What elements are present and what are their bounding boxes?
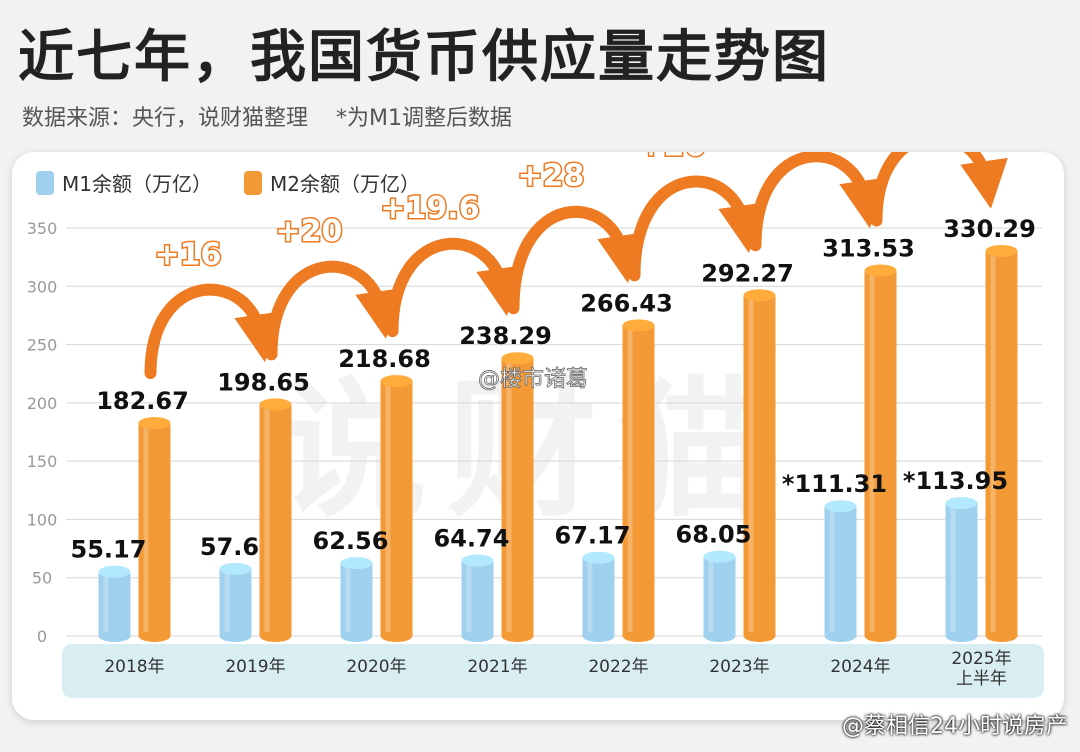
data-label-m1: *113.95 xyxy=(903,467,1008,495)
bar-m1 xyxy=(582,551,615,642)
legend-swatch-m1 xyxy=(36,170,54,195)
bar-m2 xyxy=(864,264,897,642)
x-tick-label: 2018年 xyxy=(104,657,164,677)
data-label-m1: 68.05 xyxy=(676,521,752,549)
growth-annotation: +28 xyxy=(518,158,585,193)
x-tick-label: 2019年 xyxy=(225,657,285,677)
bar-m1 xyxy=(219,562,252,642)
x-axis-band xyxy=(62,644,1044,698)
data-label-m2: 198.65 xyxy=(217,368,310,396)
chart-title: 近七年，我国货币供应量走势图 xyxy=(18,25,830,90)
data-label-m2: 313.53 xyxy=(822,235,915,263)
y-tick-label: 250 xyxy=(27,336,58,355)
x-tick-label: 2022年 xyxy=(588,657,648,677)
legend-item-m1: M1余额（万亿） xyxy=(36,168,212,197)
bar-m2 xyxy=(259,398,292,642)
bar-m2 xyxy=(138,417,171,642)
y-tick-label: 150 xyxy=(27,452,58,471)
chart-subtitle: 数据来源：央行，说财猫整理 *为M1调整后数据 xyxy=(22,100,512,132)
growth-arrow xyxy=(507,205,645,315)
y-tick-label: 350 xyxy=(27,219,58,238)
data-label-m1: 62.56 xyxy=(313,527,389,555)
y-tick-label: 200 xyxy=(27,394,58,413)
bar-m2 xyxy=(380,375,413,642)
bar-m2 xyxy=(985,244,1018,642)
growth-annotation: +20 xyxy=(276,214,343,249)
bar-m1 xyxy=(98,565,131,642)
bar-m1 xyxy=(824,500,857,642)
x-tick-label: 上半年 xyxy=(956,669,1007,689)
bar-m2 xyxy=(501,352,534,642)
bar-m1 xyxy=(703,550,736,642)
data-label-m2: 266.43 xyxy=(580,289,673,317)
data-label-m2: 292.27 xyxy=(701,259,794,287)
x-tick-label: 2020年 xyxy=(346,657,406,677)
m1-adjusted-note: *为M1调整后数据 xyxy=(336,106,512,131)
data-label-m1: 57.6 xyxy=(200,533,259,561)
footer-watermark: @蔡相信24小时说房产 xyxy=(842,714,1068,739)
y-tick-label: 50 xyxy=(32,569,52,588)
y-tick-label: 100 xyxy=(27,510,58,529)
growth-arrow xyxy=(628,175,766,282)
growth-arrow xyxy=(265,260,403,361)
bar-m2 xyxy=(743,289,776,642)
bar-m1 xyxy=(340,557,373,642)
data-label-m1: 67.17 xyxy=(555,522,631,550)
legend-swatch-m2 xyxy=(243,170,262,195)
center-watermark: @楼市诸葛 xyxy=(478,367,588,392)
data-label-m1: 55.17 xyxy=(71,536,147,564)
growth-arrow xyxy=(386,237,524,338)
growth-annotation: +26 xyxy=(639,152,706,163)
y-tick-label: 300 xyxy=(27,277,58,296)
growth-annotation: +16 xyxy=(155,237,222,272)
data-label-m1: 64.74 xyxy=(434,525,510,553)
data-source: 数据来源：央行，说财猫整理 xyxy=(22,106,309,131)
growth-arrow xyxy=(144,283,282,380)
data-label-m2: 238.29 xyxy=(459,322,552,350)
y-tick-label: 0 xyxy=(37,627,47,646)
data-label-m2: 330.29 xyxy=(943,215,1036,243)
x-tick-label: 2023年 xyxy=(709,657,769,677)
bar-chart: 说财猫05010015020025030035055.17182.672018年… xyxy=(27,152,1044,698)
growth-arrow xyxy=(749,152,887,252)
legend-label-m2: M2余额（万亿） xyxy=(269,172,420,196)
x-tick-label: 2021年 xyxy=(467,657,527,677)
legend: M1余额（万亿） M2余额（万亿） xyxy=(36,168,452,197)
growth-arrow xyxy=(870,152,1008,227)
bar-m1 xyxy=(945,497,978,642)
bar-m1 xyxy=(461,554,494,642)
data-label-m2: 218.68 xyxy=(338,345,431,373)
legend-label-m1: M1余额（万亿） xyxy=(62,172,212,196)
bar-m2 xyxy=(622,319,655,642)
data-label-m2: 182.67 xyxy=(96,387,189,415)
chart-card: 说财猫05010015020025030035055.17182.672018年… xyxy=(12,152,1064,720)
x-tick-label: 2025年 xyxy=(951,649,1011,669)
legend-item-m2: M2余额（万亿） xyxy=(243,168,420,197)
data-label-m1: *111.31 xyxy=(782,470,887,498)
growth-annotation: +19.6 xyxy=(380,191,479,226)
x-tick-label: 2024年 xyxy=(830,657,890,677)
